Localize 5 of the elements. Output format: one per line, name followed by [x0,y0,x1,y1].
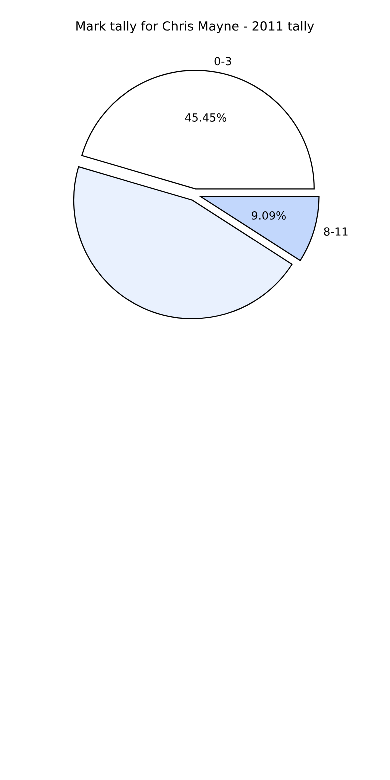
slice-label: 0-3 [214,57,232,66]
data-label: 45.45% [185,114,227,122]
chart-title: Mark tally for Chris Mayne - 2011 tally [76,21,314,34]
slice-label: 8-11 [324,228,348,236]
data-label: 9.09% [252,212,286,220]
